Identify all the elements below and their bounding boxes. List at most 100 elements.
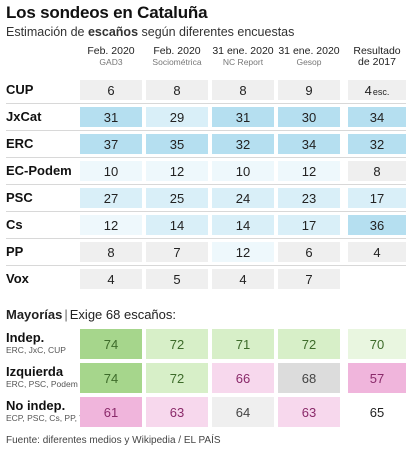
majority-value: 63 <box>169 404 185 420</box>
chart-title: Los sondeos en Cataluña <box>6 3 208 22</box>
majority-label: Indep. ERC, JxC, CUP <box>6 331 66 356</box>
majority-cell: 61 <box>80 397 142 427</box>
seat-value: 36 <box>369 217 385 233</box>
column-header-line2: GAD3 <box>99 57 123 67</box>
seat-cell: 30 <box>278 107 340 127</box>
column-header-line2: Sociométrica <box>152 57 202 67</box>
seat-cell: 36 <box>348 215 406 235</box>
seat-cell: 37 <box>80 134 142 154</box>
majority-cell: 72 <box>278 329 340 359</box>
row-divider <box>6 184 406 185</box>
party-label: PSC <box>6 190 33 205</box>
majority-value: 66 <box>235 370 251 386</box>
majority-cell: 74 <box>80 363 142 393</box>
majority-cell: 71 <box>212 329 274 359</box>
seat-cell: 14 <box>146 215 208 235</box>
seat-cell: 17 <box>348 188 406 208</box>
seat-cell: 29 <box>146 107 208 127</box>
seat-value: 24 <box>235 190 251 206</box>
seat-value: 32 <box>369 136 385 152</box>
seat-cell: 24 <box>212 188 274 208</box>
seat-value: 14 <box>169 217 185 233</box>
column-header-line1: 31 ene. 2020 <box>278 45 340 57</box>
seat-cell: 7 <box>146 242 208 262</box>
seat-cell: 35 <box>146 134 208 154</box>
column-header-4: 31 ene. 2020 Gesop <box>278 46 340 68</box>
row-divider <box>6 211 406 212</box>
seat-value: 6 <box>305 244 313 260</box>
seat-value: 8 <box>373 163 381 179</box>
majority-value: 65 <box>369 404 385 420</box>
seat-value: 34 <box>369 109 385 125</box>
seat-value: 17 <box>369 190 385 206</box>
seat-value: 12 <box>301 163 317 179</box>
seat-value: 4 <box>364 82 372 98</box>
seat-cell: 9 <box>278 80 340 100</box>
majority-cell: 74 <box>80 329 142 359</box>
majority-cell: 72 <box>146 363 208 393</box>
column-header-line1: Feb. 2020 <box>153 45 201 57</box>
majorities-separator: | <box>64 307 68 322</box>
seat-value: 12 <box>169 163 185 179</box>
majority-cell: 66 <box>212 363 274 393</box>
column-header-line1: 31 ene. 2020 <box>212 45 274 57</box>
subtitle-bold: escaños <box>87 25 139 39</box>
party-label: Cs <box>6 217 23 232</box>
column-header-line2: de 2017 <box>358 56 396 68</box>
column-header-5: Resultado de 2017 <box>348 46 406 68</box>
seat-value: 29 <box>169 109 185 125</box>
seat-cell: 4 <box>80 269 142 289</box>
majority-cell: 68 <box>278 363 340 393</box>
row-divider <box>6 265 406 266</box>
seat-cell: 17 <box>278 215 340 235</box>
seat-cell: 27 <box>80 188 142 208</box>
seat-value: 5 <box>173 271 181 287</box>
seat-value: 34 <box>301 136 317 152</box>
seat-cell: 12 <box>212 242 274 262</box>
majority-cell: 57 <box>348 363 406 393</box>
column-header-1: Feb. 2020 GAD3 <box>80 46 142 68</box>
party-label: Vox <box>6 271 29 286</box>
column-header-2: Feb. 2020 Sociométrica <box>146 46 208 68</box>
seat-cell: 4 <box>212 269 274 289</box>
column-header-line1: Feb. 2020 <box>87 45 135 57</box>
seat-value: 10 <box>103 163 119 179</box>
row-divider <box>6 103 406 104</box>
column-header-3: 31 ene. 2020 NC Report <box>212 46 274 68</box>
seat-value: 4 <box>107 271 115 287</box>
seat-cell: 10 <box>212 161 274 181</box>
seat-cell: 8 <box>212 80 274 100</box>
seat-value: 25 <box>169 190 185 206</box>
majority-value: 70 <box>369 336 385 352</box>
majority-value: 57 <box>369 370 385 386</box>
seat-value: 10 <box>235 163 251 179</box>
row-divider <box>6 238 406 239</box>
seat-value: 31 <box>103 109 119 125</box>
seat-cell: 14 <box>212 215 274 235</box>
seat-cell: 25 <box>146 188 208 208</box>
party-label: EC-Podem <box>6 163 72 178</box>
seat-value: 37 <box>103 136 119 152</box>
majority-value: 72 <box>301 336 317 352</box>
seat-cell: 12 <box>278 161 340 181</box>
seat-cell: 6 <box>80 80 142 100</box>
majority-value: 72 <box>169 336 185 352</box>
majority-value: 71 <box>235 336 251 352</box>
seat-cell: 23 <box>278 188 340 208</box>
seat-cell: 32 <box>348 134 406 154</box>
seat-value: 6 <box>107 82 115 98</box>
majority-cell: 64 <box>212 397 274 427</box>
seat-cell: 12 <box>146 161 208 181</box>
seat-cell: 4 <box>348 242 406 262</box>
seat-cell: 8 <box>348 161 406 181</box>
majority-name: No indep. <box>6 398 66 413</box>
row-divider <box>6 130 406 131</box>
column-header-line1: Resultado <box>353 45 401 57</box>
majority-value: 74 <box>103 370 119 386</box>
seat-value: 14 <box>235 217 251 233</box>
seat-cell <box>348 269 406 289</box>
majority-cell: 65 <box>348 397 406 427</box>
seat-value: 12 <box>103 217 119 233</box>
seat-value: 4 <box>239 271 247 287</box>
majorities-note: Exige 68 escaños: <box>69 307 176 322</box>
